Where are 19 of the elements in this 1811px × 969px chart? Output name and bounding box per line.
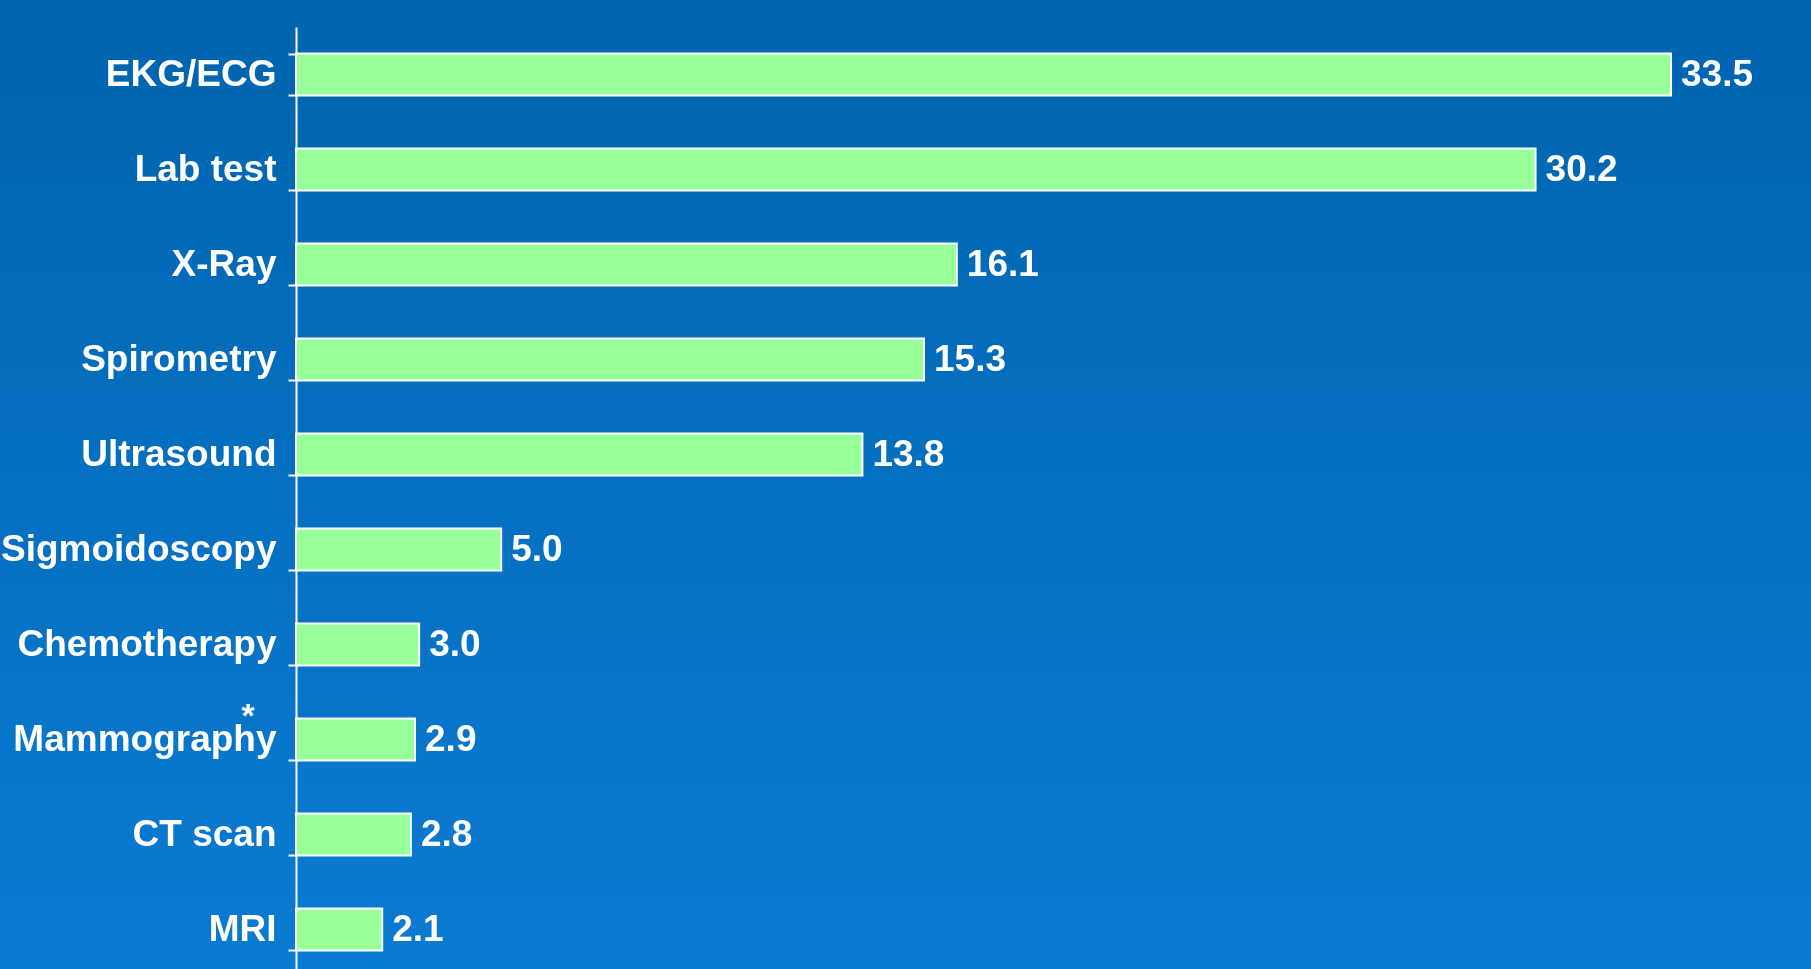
data-label: 13.8 bbox=[872, 432, 945, 474]
data-label: 2.8 bbox=[420, 812, 473, 854]
y-tick-label: Lab test bbox=[134, 148, 277, 189]
data-label: 15.3 bbox=[933, 337, 1006, 379]
y-tick-label: Sigmoidoscopy bbox=[1, 528, 277, 569]
y-tick-label: Chemotherapy bbox=[17, 623, 277, 664]
y-tick-label: CT scan bbox=[132, 813, 277, 854]
y-tick-label: X-Ray bbox=[171, 243, 277, 284]
y-tick-label: MRI bbox=[208, 908, 277, 949]
data-label: 16.1 bbox=[966, 242, 1039, 284]
y-tick-label: EKG/ECG bbox=[105, 53, 277, 94]
data-label: 3.0 bbox=[429, 622, 481, 664]
data-label: 33.5 bbox=[1681, 52, 1754, 94]
data-label: 30.2 bbox=[1545, 147, 1618, 189]
data-label: 2.1 bbox=[392, 907, 444, 949]
y-tick-label: Spirometry bbox=[81, 338, 277, 379]
data-label: 2.9 bbox=[425, 717, 477, 759]
y-tick-label: Ultrasound bbox=[81, 433, 277, 474]
data-label: 5.0 bbox=[511, 527, 563, 569]
